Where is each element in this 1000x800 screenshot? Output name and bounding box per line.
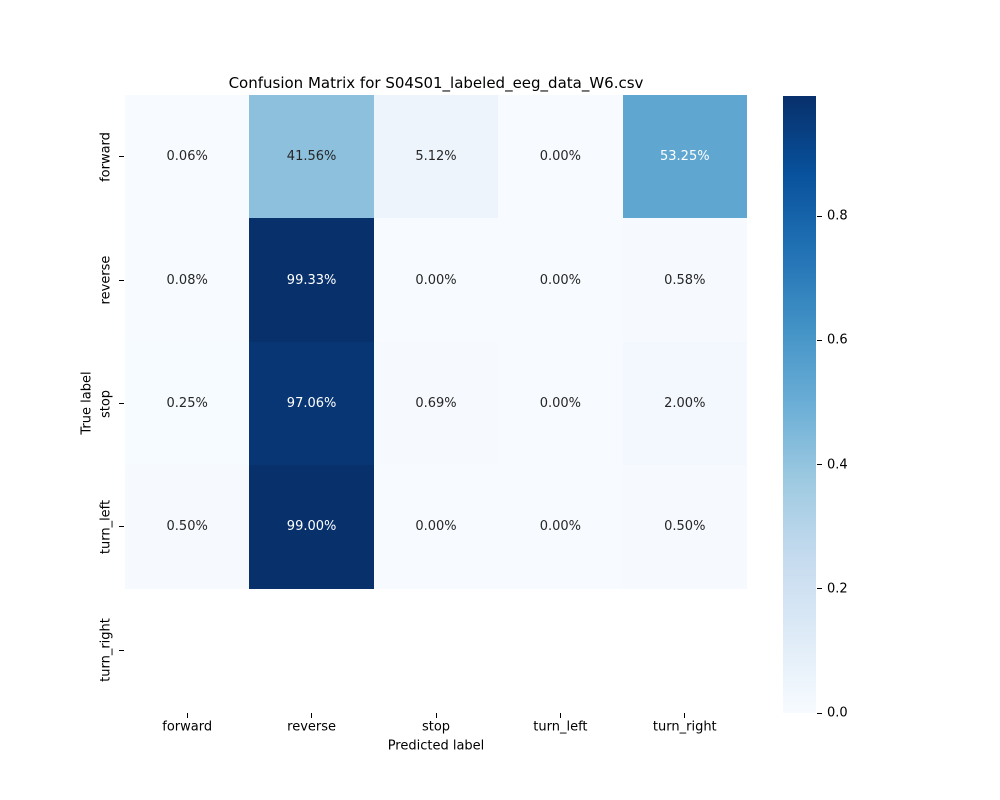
x-tick-label-turn_left: turn_left	[533, 719, 588, 735]
colorbar-tick-label: 0.6	[827, 332, 848, 348]
colorbar-tick-mark	[817, 464, 822, 466]
heatmap-cell-turn_left-forward: 0.50%	[125, 465, 250, 589]
heatmap-cell-reverse-turn_left: 0.00%	[498, 218, 623, 342]
x-tick-label-forward: forward	[162, 719, 213, 735]
heatmap-cell-forward-turn_right: 53.25%	[622, 95, 747, 219]
heatmap-cell-stop-turn_right: 2.00%	[622, 341, 747, 466]
chart-title: Confusion Matrix for S04S01_labeled_eeg_…	[228, 74, 644, 92]
heatmap-cell-turn_left-stop: 0.00%	[373, 465, 499, 589]
heatmap-cell-forward-turn_left: 0.00%	[498, 95, 623, 219]
colorbar-tick-mark	[817, 215, 822, 217]
colorbar-tick-label: 0.2	[827, 581, 848, 597]
colorbar-tick-mark	[817, 712, 822, 714]
heatmap-cell-turn_right-turn_left	[498, 588, 623, 712]
colorbar-tick-label: 0.8	[827, 208, 848, 224]
y-tick-mark	[119, 649, 124, 651]
y-tick-label-reverse: reverse	[98, 255, 114, 305]
heatmap-cell-forward-stop: 5.12%	[373, 95, 499, 219]
x-tick-mark	[311, 713, 313, 718]
heatmap-cell-reverse-reverse: 99.33%	[249, 218, 374, 342]
heatmap-cell-stop-stop: 0.69%	[373, 341, 499, 466]
y-tick-mark	[119, 526, 124, 528]
heatmap-cell-turn_right-forward	[125, 588, 250, 712]
heatmap-cell-stop-reverse: 97.06%	[249, 341, 374, 466]
heatmap-cell-turn_right-reverse	[249, 588, 374, 712]
x-axis-label: Predicted label	[387, 738, 485, 754]
colorbar	[783, 96, 816, 713]
colorbar-gradient	[783, 96, 816, 713]
y-tick-mark	[119, 403, 124, 404]
heatmap-cell-turn_right-turn_right	[622, 588, 747, 712]
x-tick-label-turn_right: turn_right	[652, 719, 717, 735]
heatmap-cell-turn_left-reverse: 99.00%	[249, 465, 374, 589]
x-tick-label-reverse: reverse	[287, 719, 337, 735]
colorbar-tick-mark	[817, 339, 822, 341]
heatmap-cell-forward-forward: 0.06%	[125, 95, 250, 219]
heatmap-cell-turn_right-stop	[373, 588, 499, 712]
y-tick-label-stop: stop	[98, 389, 114, 418]
heatmap-cell-turn_left-turn_right: 0.50%	[622, 465, 747, 589]
heatmap-cell-forward-reverse: 41.56%	[249, 95, 374, 219]
heatmap-cell-reverse-forward: 0.08%	[125, 218, 250, 342]
y-axis-label: True label	[79, 371, 95, 435]
heatmap-plot: 0.06% 41.56% 5.12% 0.00% 53.25% 0.08% 99.33% 0.…	[125, 95, 747, 712]
heatmap-cell-stop-turn_left: 0.00%	[498, 341, 623, 466]
y-tick-label-forward: forward	[98, 131, 114, 182]
colorbar-tick-mark	[817, 588, 822, 590]
y-tick-mark	[119, 156, 124, 158]
heatmap-cell-reverse-stop: 0.00%	[373, 218, 499, 342]
x-tick-mark	[559, 713, 561, 718]
y-tick-label-turn_left: turn_left	[98, 499, 114, 555]
heatmap-cell-turn_left-turn_left: 0.00%	[498, 465, 623, 589]
y-tick-label-turn_right: turn_right	[98, 618, 114, 683]
colorbar-tick-label: 0.4	[827, 457, 848, 473]
y-tick-mark	[119, 279, 124, 281]
x-tick-mark	[684, 713, 686, 718]
colorbar-tick-label: 0.0	[827, 705, 848, 721]
x-tick-label-stop: stop	[421, 719, 451, 735]
heatmap-cell-reverse-turn_right: 0.58%	[622, 218, 747, 342]
x-tick-mark	[186, 713, 188, 718]
x-tick-mark	[435, 713, 437, 718]
heatmap-cell-stop-forward: 0.25%	[125, 341, 250, 466]
